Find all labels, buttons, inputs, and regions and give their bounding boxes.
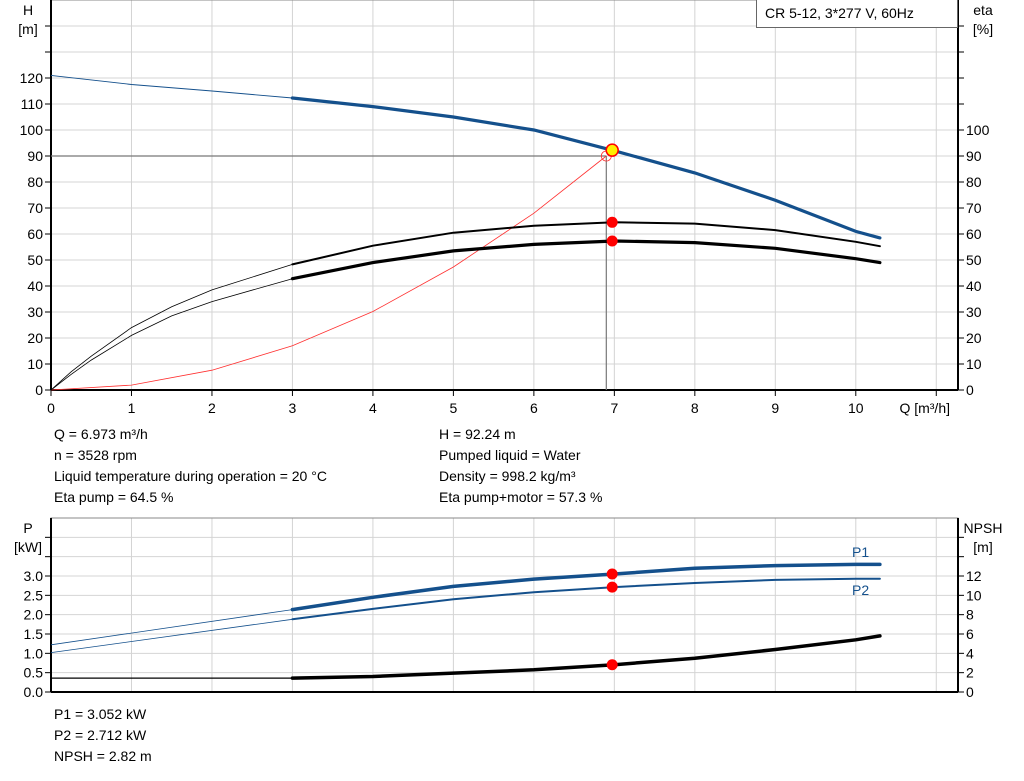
x-tick-label: 9 bbox=[771, 400, 779, 416]
p2-curve bbox=[291, 577, 881, 621]
eta-pump-curve-extrapolated bbox=[50, 264, 293, 391]
left-tick-label: 40 bbox=[27, 278, 43, 294]
right-tick-label: 0 bbox=[966, 382, 974, 398]
info-bottom: P1 = 3.052 kW P2 = 2.712 kW NPSH = 2.82 … bbox=[54, 704, 152, 767]
eta-pump-motor-curve-extrapolated bbox=[50, 278, 293, 391]
left-axis-unit: [kW] bbox=[14, 539, 42, 555]
right-tick-label: 10 bbox=[966, 356, 982, 372]
right-tick-label: 4 bbox=[966, 645, 974, 661]
x-tick-label: 10 bbox=[848, 400, 864, 416]
x-tick-label: 3 bbox=[289, 400, 297, 416]
left-tick-label: 20 bbox=[27, 330, 43, 346]
right-tick-label: 8 bbox=[966, 607, 974, 623]
right-axis-unit: [m] bbox=[973, 539, 992, 555]
plot-frame bbox=[50, 0, 959, 391]
right-tick-label: 20 bbox=[966, 330, 982, 346]
eta-pump-motor-duty-marker bbox=[606, 235, 618, 247]
left-tick-label: 50 bbox=[27, 252, 43, 268]
system-curve bbox=[50, 155, 607, 391]
x-tick-label: 4 bbox=[369, 400, 377, 416]
head-curve-extrapolated bbox=[50, 74, 293, 99]
right-tick-label: 10 bbox=[966, 587, 982, 603]
x-axis-label: Q [m³/h] bbox=[899, 400, 950, 416]
info-eta-pump-motor: Eta pump+motor = 57.3 % bbox=[439, 489, 603, 505]
right-tick-label: 0 bbox=[966, 684, 974, 700]
left-tick-label: 3.0 bbox=[24, 568, 44, 584]
left-axis-label: H bbox=[23, 2, 33, 18]
right-tick-label: 30 bbox=[966, 304, 982, 320]
plot-frame bbox=[50, 517, 959, 693]
x-tick-label: 0 bbox=[47, 400, 55, 416]
right-tick-label: 50 bbox=[966, 252, 982, 268]
right-tick-label: 6 bbox=[966, 626, 974, 642]
info-npsh: NPSH = 2.82 m bbox=[54, 748, 152, 764]
info-flow: Q = 6.973 m³/h bbox=[54, 426, 148, 442]
info-density: Density = 998.2 kg/m³ bbox=[439, 468, 576, 484]
npsh-duty-marker bbox=[606, 659, 618, 671]
x-tick-label: 1 bbox=[128, 400, 136, 416]
left-tick-label: 0 bbox=[35, 382, 43, 398]
left-tick-label: 0.5 bbox=[24, 665, 44, 681]
p1-series-label: P1 bbox=[852, 544, 869, 560]
info-temperature: Liquid temperature during operation = 20… bbox=[54, 468, 327, 484]
left-tick-label: 10 bbox=[27, 356, 43, 372]
info-top-right: H = 92.24 m Pumped liquid = Water Densit… bbox=[439, 424, 602, 508]
p2-series-label: P2 bbox=[852, 582, 869, 598]
info-p1: P1 = 3.052 kW bbox=[54, 706, 147, 722]
left-tick-label: 80 bbox=[27, 174, 43, 190]
right-axis-label: eta bbox=[973, 2, 993, 18]
left-tick-label: 90 bbox=[27, 148, 43, 164]
info-top-left: Q = 6.973 m³/h n = 3528 rpm Liquid tempe… bbox=[54, 424, 327, 508]
right-tick-label: 100 bbox=[966, 122, 990, 138]
p1-duty-marker bbox=[606, 568, 618, 580]
right-tick-label: 60 bbox=[966, 226, 982, 242]
right-tick-label: 12 bbox=[966, 568, 982, 584]
chart-title: CR 5-12, 3*277 V, 60Hz bbox=[756, 0, 958, 28]
eta-pump-duty-marker bbox=[606, 216, 618, 228]
right-tick-label: 90 bbox=[966, 148, 982, 164]
x-tick-label: 2 bbox=[208, 400, 216, 416]
left-axis-label: P bbox=[23, 520, 32, 536]
left-tick-label: 110 bbox=[21, 96, 44, 112]
duty-point-marker bbox=[605, 143, 619, 157]
head-curve bbox=[290, 96, 882, 240]
x-tick-label: 6 bbox=[530, 400, 538, 416]
npsh-curve bbox=[290, 634, 882, 680]
p1-curve bbox=[290, 562, 882, 612]
p2-curve-extrapolated bbox=[50, 618, 293, 653]
x-tick-label: 5 bbox=[449, 400, 457, 416]
left-tick-label: 0.0 bbox=[24, 684, 44, 700]
p1-curve-extrapolated bbox=[50, 609, 293, 646]
left-tick-label: 70 bbox=[27, 200, 43, 216]
right-tick-label: 80 bbox=[966, 174, 982, 190]
left-tick-label: 1.0 bbox=[24, 645, 44, 661]
p2-duty-marker bbox=[606, 581, 618, 593]
info-speed: n = 3528 rpm bbox=[54, 447, 137, 463]
left-tick-label: 30 bbox=[27, 304, 43, 320]
left-tick-label: 100 bbox=[20, 122, 44, 138]
info-head: H = 92.24 m bbox=[439, 426, 516, 442]
right-axis-label: NPSH bbox=[964, 520, 1003, 536]
x-tick-label: 7 bbox=[610, 400, 618, 416]
right-tick-label: 70 bbox=[966, 200, 982, 216]
right-axis-unit: [%] bbox=[973, 21, 993, 37]
right-tick-label: 40 bbox=[966, 278, 982, 294]
right-tick-label: 2 bbox=[966, 665, 974, 681]
left-tick-label: 2.5 bbox=[24, 587, 44, 603]
x-tick-label: 8 bbox=[691, 400, 699, 416]
info-p2: P2 = 2.712 kW bbox=[54, 727, 147, 743]
info-eta-pump: Eta pump = 64.5 % bbox=[54, 489, 174, 505]
left-tick-label: 1.5 bbox=[24, 626, 44, 642]
left-tick-label: 60 bbox=[27, 226, 43, 242]
left-tick-label: 2.0 bbox=[24, 607, 44, 623]
left-axis-unit: [m] bbox=[18, 21, 37, 37]
info-liquid: Pumped liquid = Water bbox=[439, 447, 581, 463]
left-tick-label: 120 bbox=[20, 70, 44, 86]
